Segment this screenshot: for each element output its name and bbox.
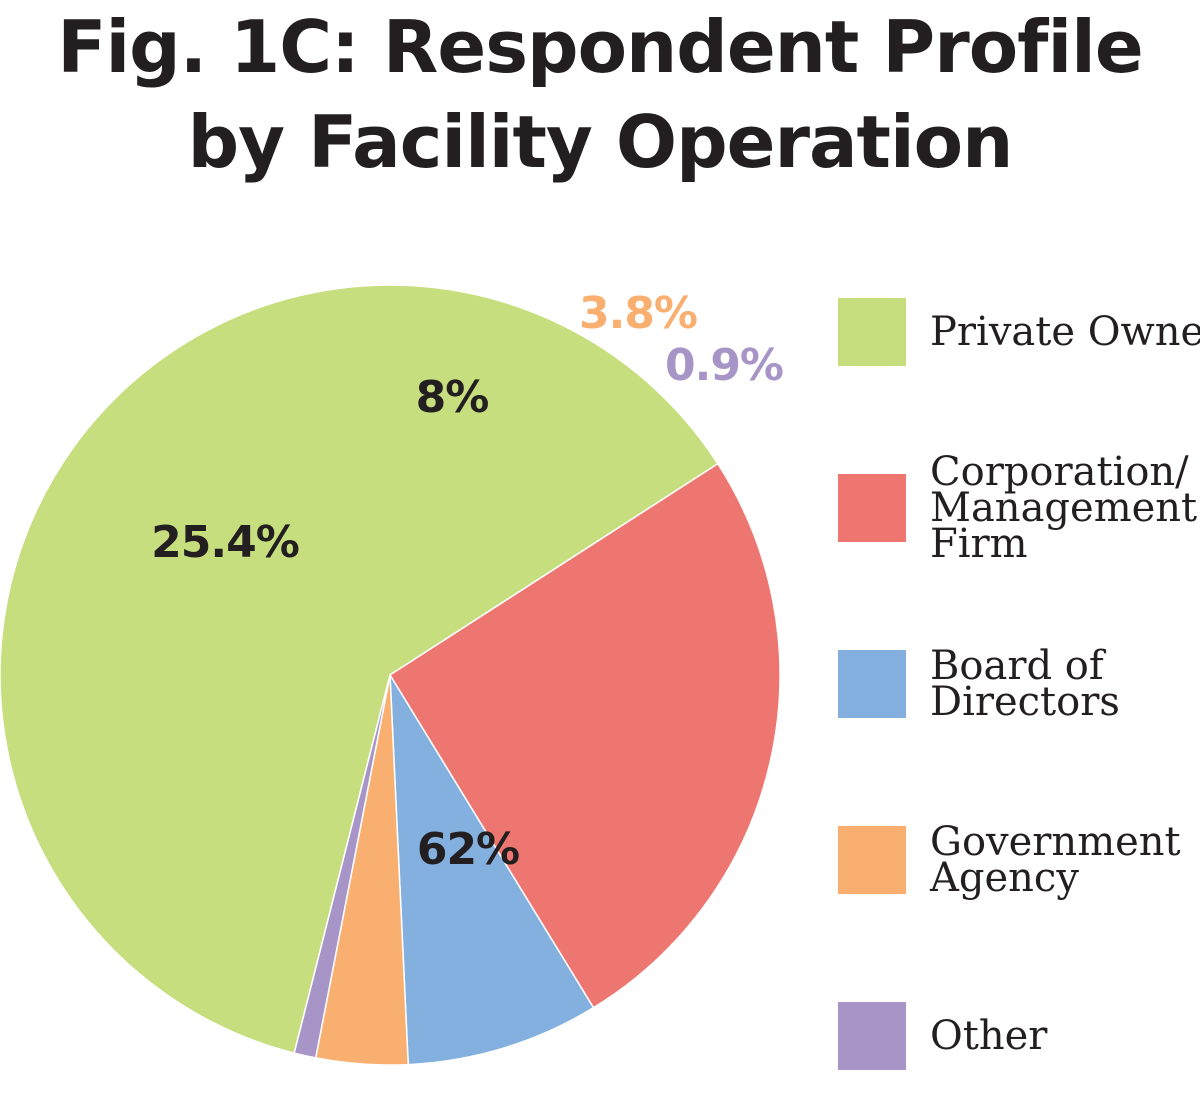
legend-label-line: Agency	[929, 855, 1079, 901]
legend-label-corporation-management-firm: Corporation/Management Firm	[930, 449, 1197, 567]
legend-label-line: Management	[930, 485, 1197, 531]
legend-swatch-private-owner	[838, 298, 906, 366]
legend: Private Owner Corporation/Management Firm B…	[838, 298, 1200, 1070]
legend-item-corporation-management-firm: Corporation/Management Firm	[838, 449, 1197, 567]
legend-label-line: Firm	[930, 521, 1028, 567]
pie-slice-private-owner	[0, 284, 719, 1054]
pie-slices	[0, 284, 781, 1066]
data-label-board-of-directors: 8%	[416, 372, 489, 423]
pie-data-labels: 62% 25.4% 8% 3.8%0.9%	[151, 288, 784, 875]
data-label-other: 0.9%	[665, 340, 783, 391]
legend-label-private-owner: Private Owner	[930, 309, 1200, 355]
data-label-private-owner: 62%	[417, 824, 519, 875]
pie-slice-corporation-management-firm	[388, 462, 781, 1009]
legend-label-line: Other	[930, 1013, 1048, 1059]
legend-label-board-of-directors: Board of Directors	[930, 643, 1120, 725]
legend-item-government-agency: Government Agency	[838, 819, 1181, 901]
chart-title: Fig. 1C: Respondent Profile by Facility …	[57, 5, 1143, 184]
legend-label-line: Board of	[930, 643, 1107, 689]
legend-label-other: Other	[930, 1013, 1048, 1059]
legend-label-line: Government	[930, 819, 1181, 865]
legend-swatch-board-of-directors	[838, 650, 906, 718]
legend-swatch-other	[838, 1002, 906, 1070]
legend-item-board-of-directors: Board of Directors	[838, 643, 1120, 725]
legend-label-line: Corporation/	[930, 449, 1189, 495]
legend-item-private-owner: Private Owner	[838, 298, 1200, 366]
legend-swatch-government-agency	[838, 826, 906, 894]
legend-item-other: Other	[838, 1002, 1048, 1070]
pie-slice-other	[293, 674, 391, 1059]
legend-label-line: Private Owner	[930, 309, 1200, 355]
legend-label-line: Directors	[930, 679, 1120, 725]
chart-title-line-2: by Facility Operation	[188, 100, 1013, 184]
data-label-government-agency: 3.8%	[579, 288, 697, 339]
data-label-corporation-management-firm: 25.4%	[151, 517, 299, 568]
pie-slice-board-of-directors	[389, 674, 595, 1066]
legend-swatch-corporation-management-firm	[838, 474, 906, 542]
chart-title-line-1: Fig. 1C: Respondent Profile	[57, 5, 1142, 89]
legend-label-government-agency: Government Agency	[929, 819, 1181, 901]
